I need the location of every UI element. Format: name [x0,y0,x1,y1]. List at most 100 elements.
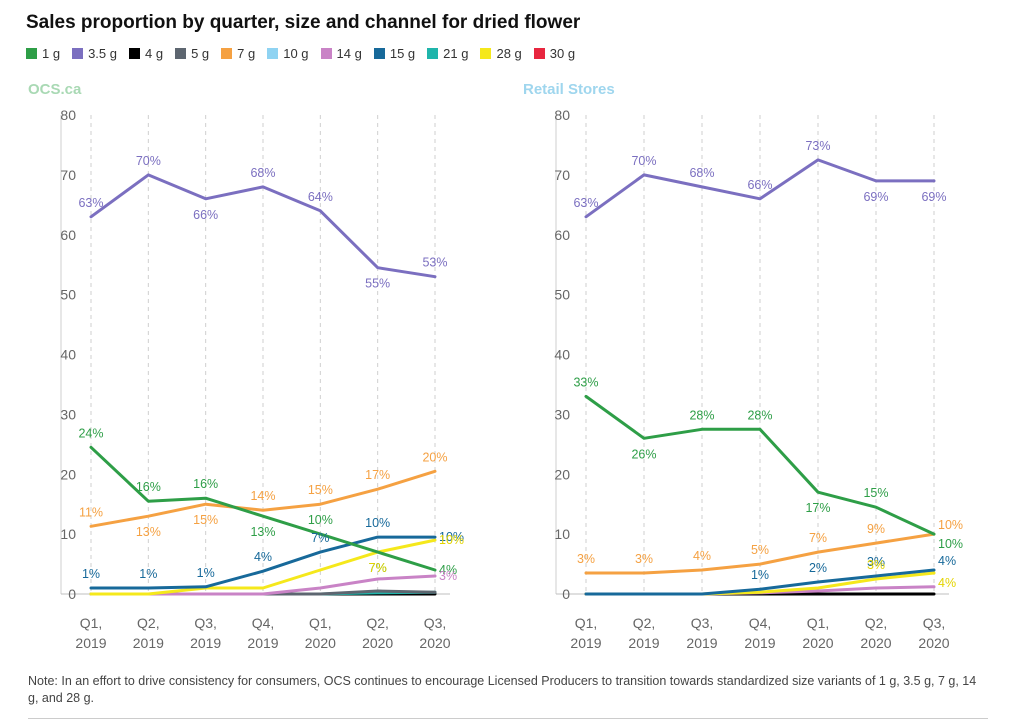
legend-swatch [533,48,545,59]
series-line [584,394,936,536]
data-label: 69% [921,190,946,204]
x-tick-label: Q2, 2020 [860,615,891,651]
y-tick-label: 20 [60,466,76,482]
legend-label: 14 g [336,46,362,61]
legend-swatch [221,48,233,59]
panel-title: Retail Stores [523,81,615,98]
x-tick-label: Q1, 2019 [570,615,601,651]
data-label: 28% [747,408,772,422]
data-label: 15% [193,513,218,527]
legend-label: 15 g [389,46,416,61]
legend-label: 4 g [145,46,164,61]
series-line [89,173,437,279]
legend-swatch [427,48,439,59]
data-label: 28% [689,408,714,422]
y-tick-label: 70 [554,167,570,183]
legend-label: 10 g [283,46,309,61]
series-line [584,158,936,219]
legend-label: 7 g [237,46,256,61]
data-label: 66% [193,208,218,222]
data-label: 68% [689,166,714,180]
panel-title: OCS.ca [28,81,82,98]
data-label: 16% [136,480,161,494]
chart-title: Sales proportion by quarter, size and ch… [26,12,581,33]
y-tick-label: 50 [554,287,570,303]
legend-label: 1 g [42,46,61,61]
data-label: 10% [365,516,390,530]
legend-item: 30 g [533,46,576,61]
legend-swatch [129,48,140,59]
data-label: 3% [635,552,653,566]
y-tick-label: 40 [554,347,570,363]
x-tick-label: Q3, 2020 [419,615,450,651]
data-label: 3% [867,555,885,569]
legend-swatch [72,48,84,59]
data-label: 20% [422,450,447,464]
data-label: 11% [79,505,103,519]
y-tick-label: 70 [60,167,76,183]
data-label: 53% [422,256,447,270]
y-tick-label: 10 [554,526,570,542]
y-tick-label: 0 [562,586,570,602]
legend-item: 21 g [427,46,468,61]
legend-label: 30 g [549,46,576,61]
data-label: 68% [250,166,275,180]
legend-item: 15 g [373,46,416,61]
legend-item: 1 g [26,46,60,61]
legend-item: 7 g [221,46,255,61]
legend-label: 3.5 g [88,46,117,61]
y-tick-label: 60 [554,227,570,243]
data-label: 17% [365,468,390,482]
data-label: 26% [631,447,656,461]
y-tick-label: 30 [554,406,570,422]
data-label: 10% [439,533,464,547]
data-label: 55% [365,277,390,291]
data-label: 17% [805,501,830,515]
legend-swatch [320,48,332,59]
data-label: 1% [82,567,100,581]
data-label: 16% [193,477,218,491]
data-label: 2% [809,561,827,575]
data-label: 13% [136,525,161,539]
footer-divider [28,718,988,719]
data-label: 69% [863,190,888,204]
data-label: 1% [751,568,769,582]
data-label: 7% [369,561,387,575]
data-label: 70% [136,154,161,168]
y-tick-label: 50 [60,287,76,303]
x-tick-label: Q2, 2019 [133,615,164,651]
legend-item: 5 g [175,46,209,61]
legend-label: 5 g [191,46,210,61]
legend-label: 21 g [443,46,469,61]
series-line [89,535,437,590]
data-label: 3% [577,552,595,566]
charts-canvas: OCS.ca 0 10 20 30 40 50 60 70 80 Q1, 2019 Q2, 2019 Q3,… [28,81,963,651]
x-tick-label: Q3, 2020 [918,615,949,651]
data-label: 5% [751,543,769,557]
data-label: 14% [250,489,275,503]
x-tick-label: Q4, 2019 [247,615,278,651]
data-label: 1% [139,567,157,581]
x-tick-label: Q2, 2020 [362,615,393,651]
chart-panel: Retail Stores 0 10 20 30 40 50 60 70 80 Q1, 2019 Q2,… [523,81,963,651]
y-tick-label: 30 [60,406,76,422]
legend-swatch [373,48,385,59]
data-label: 4% [254,550,272,564]
legend-swatch [175,48,187,59]
y-tick-label: 20 [554,466,570,482]
legend-swatch [480,48,492,59]
data-label: 9% [867,522,885,536]
data-label: 4% [693,549,711,563]
x-tick-label: Q4, 2019 [744,615,775,651]
series-line [584,568,936,596]
y-tick-label: 60 [60,227,76,243]
legend-item: 4 g [129,46,163,61]
data-label: 10% [938,537,963,551]
data-label: 73% [805,139,830,153]
data-label: 13% [250,525,275,539]
footnote: Note: In an effort to drive consistency … [28,674,977,705]
data-label: 7% [809,531,827,545]
data-label: 70% [631,154,656,168]
y-tick-label: 10 [60,526,76,542]
x-tick-label: Q3, 2019 [190,615,221,651]
